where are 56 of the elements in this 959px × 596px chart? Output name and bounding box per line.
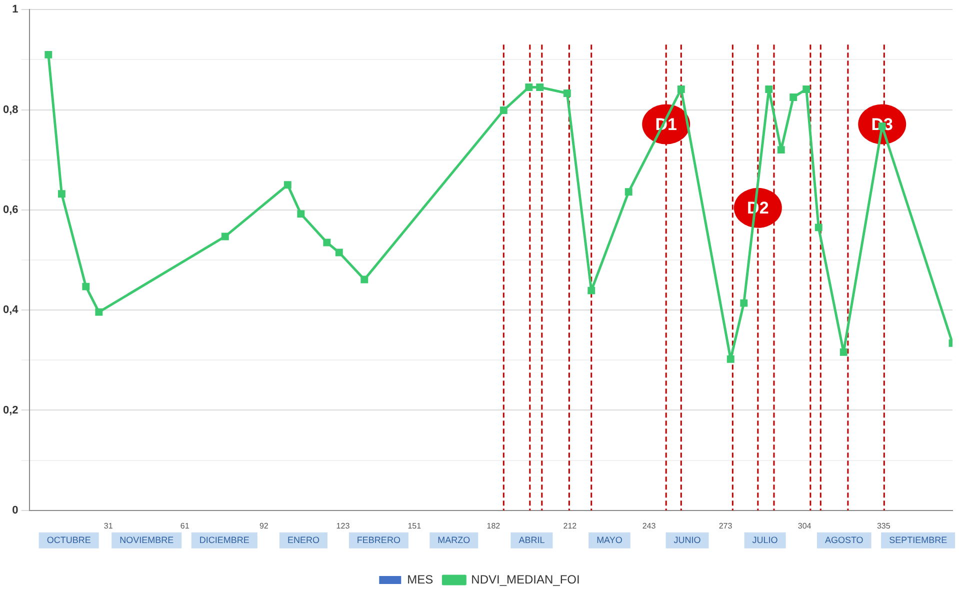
point: [840, 348, 848, 356]
point: [726, 355, 734, 363]
y-tick-label: 0,6: [2, 204, 18, 216]
point: [500, 106, 508, 114]
point: [765, 86, 773, 93]
legend-label: MES: [407, 572, 434, 586]
point: [525, 84, 533, 91]
text: FEBRERO: [356, 534, 400, 545]
x-tick-label: 123: [336, 521, 350, 530]
text: NOVIEMBRE: [120, 534, 174, 545]
point: [814, 224, 822, 232]
text: ABRIL: [518, 534, 545, 545]
point: [677, 86, 685, 93]
point: [335, 248, 343, 256]
x-tick-label: 182: [486, 521, 501, 530]
x-tick-label: 92: [259, 521, 269, 530]
point: [297, 210, 305, 218]
y-tick-label: 0,8: [2, 104, 18, 116]
x-tick-label: 151: [408, 521, 422, 530]
text: OCTUBRE: [46, 534, 91, 545]
y-tick-label: 1: [12, 4, 18, 16]
x-tick-label: 304: [798, 521, 812, 530]
point: [790, 94, 798, 101]
y-tick-label: 0,4: [2, 304, 20, 316]
point: [82, 282, 90, 290]
point: [58, 190, 66, 198]
legend-label: NDVI_MEDIAN_FOI: [471, 572, 580, 586]
x-tick-label: 212: [563, 521, 578, 530]
point: [563, 90, 571, 97]
y-tick-label: 0: [12, 504, 18, 516]
x-tick-label: 243: [642, 521, 656, 530]
point: [588, 286, 596, 294]
point: [624, 188, 632, 196]
text: DICIEMBRE: [199, 534, 250, 545]
text: MAYO: [596, 534, 622, 545]
point: [323, 238, 331, 246]
text: AGOSTO: [824, 534, 864, 545]
text: JUNIO: [674, 534, 701, 545]
point: [221, 232, 229, 240]
y-tick-label: 0,2: [2, 404, 18, 416]
point: [44, 50, 52, 58]
text: SEPTIEMBRE: [889, 534, 948, 545]
point: [95, 308, 103, 316]
point: [284, 181, 292, 189]
x-tick-label: 273: [718, 521, 733, 530]
point: [360, 276, 368, 284]
x-tick-label: 61: [180, 521, 190, 530]
point: [777, 146, 785, 154]
x-tick-label: 31: [104, 521, 114, 530]
x-tick-label: 335: [876, 521, 891, 530]
text: MARZO: [438, 534, 470, 545]
text: JULIO: [752, 534, 778, 545]
point: [802, 86, 810, 93]
point: [536, 84, 544, 91]
point: [740, 299, 748, 307]
text: ENERO: [287, 534, 320, 545]
